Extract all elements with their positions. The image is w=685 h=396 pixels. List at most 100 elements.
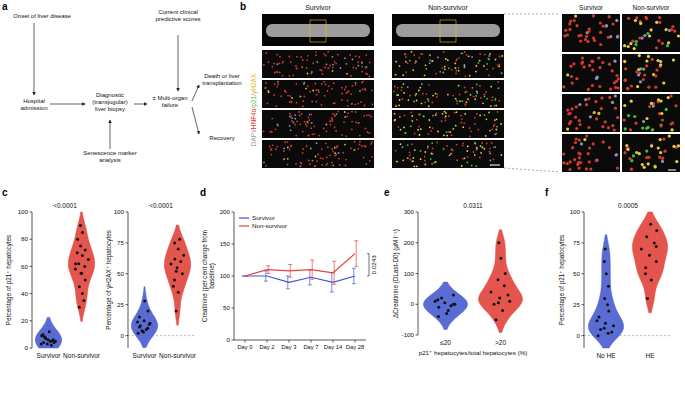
cell [321, 148, 323, 150]
cell [665, 28, 668, 31]
cell [361, 71, 363, 73]
cell [425, 164, 427, 166]
data-point [645, 235, 648, 238]
data-point [179, 260, 182, 263]
cell [363, 115, 365, 117]
data-point [76, 238, 79, 241]
cell [358, 56, 360, 58]
cell [663, 150, 666, 153]
violin [164, 225, 190, 325]
cell [575, 105, 578, 108]
cell [641, 127, 644, 130]
cell [633, 47, 636, 50]
cell [486, 143, 488, 145]
y-axis-label: Creatinine (per cent change frombaseline… [201, 230, 216, 322]
cell [485, 91, 487, 93]
cell [648, 105, 651, 108]
cell [421, 103, 423, 105]
cell [330, 120, 332, 122]
y-tick-label: 100 [404, 270, 415, 277]
cell [486, 118, 488, 120]
cell [354, 141, 356, 143]
data-point [177, 291, 180, 294]
cell [431, 60, 433, 62]
cell [265, 82, 267, 84]
error-bar [310, 260, 314, 279]
data-point [655, 245, 658, 248]
cell [296, 68, 298, 70]
y-tick [30, 266, 33, 267]
cell [315, 83, 317, 85]
x-tick [311, 340, 312, 343]
cell [345, 165, 347, 167]
cell [301, 163, 303, 165]
cell [292, 74, 294, 76]
cell [326, 63, 328, 65]
cell [489, 130, 491, 132]
cell [581, 57, 584, 60]
cell [341, 134, 343, 136]
cell [403, 83, 405, 85]
cell [332, 113, 334, 115]
cell [630, 168, 633, 171]
cell [458, 85, 460, 87]
cell [488, 55, 490, 57]
cell [471, 56, 473, 58]
cell [498, 87, 500, 89]
cell [428, 119, 430, 121]
cell [352, 67, 354, 69]
cell [287, 95, 289, 97]
cell [436, 93, 438, 95]
cell [326, 124, 328, 126]
cell [276, 146, 278, 148]
cell [624, 127, 627, 130]
cell [275, 105, 277, 107]
data-point [436, 298, 439, 301]
cell [495, 105, 497, 107]
x-tick-label: Day 14 [324, 344, 343, 350]
cell [624, 79, 627, 82]
cell [271, 118, 273, 120]
cell [403, 92, 405, 94]
cell [361, 62, 363, 64]
cell [476, 84, 478, 86]
image-field [562, 134, 620, 172]
cell [629, 42, 632, 45]
data-point [178, 238, 181, 241]
text-line: admission [20, 105, 47, 111]
cell [271, 154, 273, 156]
cell [341, 87, 343, 89]
cell [627, 17, 630, 20]
cell [299, 123, 301, 125]
cell [469, 135, 471, 137]
y-axis [128, 212, 129, 348]
cell [588, 27, 591, 30]
cell [422, 93, 424, 95]
cell [396, 161, 398, 163]
cell [492, 68, 494, 70]
x-axis-label: p21⁺ hepatocytes/total hepatocytes (%) [419, 349, 528, 356]
cell [426, 93, 428, 95]
cell [601, 125, 604, 128]
data-point [83, 265, 86, 268]
cell [454, 63, 456, 65]
y-tick-label: 80 [21, 235, 28, 242]
y-tick-label: 25 [117, 301, 124, 308]
cell [600, 97, 603, 100]
cell [573, 158, 576, 161]
cell [493, 158, 495, 160]
data-point [175, 309, 178, 312]
cell [442, 72, 444, 74]
node-label: ± Multi-organfailure [153, 95, 188, 108]
image-field [392, 50, 504, 78]
y-tick [416, 242, 419, 243]
cell [431, 142, 433, 144]
text-line: Hospital [23, 98, 45, 104]
cell [327, 51, 329, 53]
data-point [48, 330, 51, 333]
data-point [599, 328, 602, 331]
cell [596, 76, 599, 79]
cell [633, 115, 636, 118]
cell [675, 160, 678, 163]
cell [371, 156, 373, 158]
